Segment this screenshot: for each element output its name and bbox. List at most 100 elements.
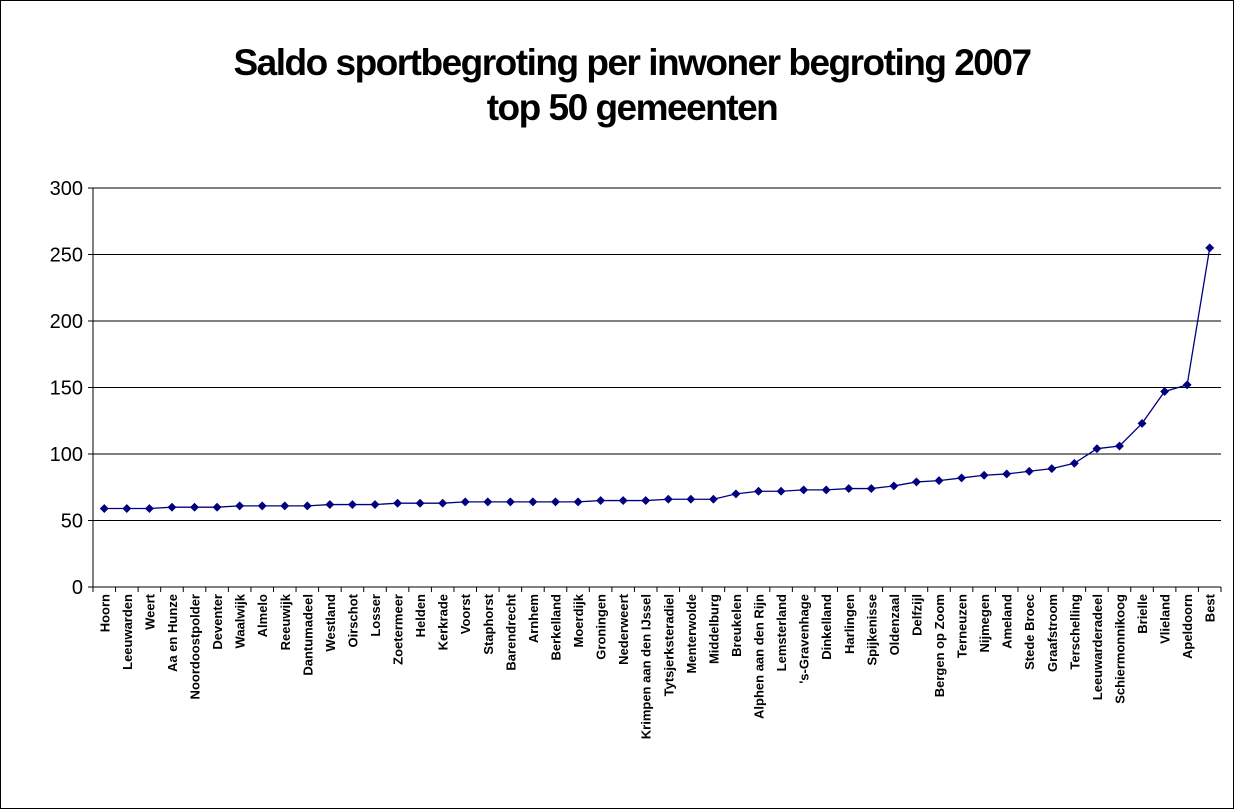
y-tick-label: 250 xyxy=(50,245,83,267)
data-point xyxy=(347,499,357,510)
x-tick-label: Moerdijk xyxy=(571,593,586,647)
x-tick-label: Menterwolde xyxy=(684,594,699,673)
y-tick-label: 300 xyxy=(50,178,83,200)
data-point xyxy=(1160,386,1170,397)
x-tick-label: Reeuwijk xyxy=(278,593,293,650)
data-point xyxy=(167,502,177,512)
x-tick-label: Bergen op Zoom xyxy=(932,594,947,697)
data-point xyxy=(821,485,831,495)
data-point xyxy=(618,495,628,506)
data-point xyxy=(641,495,651,506)
x-tick-label: Vlieland xyxy=(1158,594,1173,644)
x-tick-label: Aa en Hunze xyxy=(165,594,180,672)
chart-title: Saldo sportbegroting per inwoner begroti… xyxy=(233,42,1030,83)
x-tick-label: 's-Gravenhage xyxy=(797,594,812,684)
data-point xyxy=(1047,464,1057,474)
data-point xyxy=(889,481,899,491)
x-tick-label: Arnhem xyxy=(526,594,541,643)
data-point xyxy=(528,497,538,507)
data-point xyxy=(596,495,606,506)
data-point xyxy=(776,486,786,496)
data-point xyxy=(866,484,876,494)
x-tick-label: Graafstroom xyxy=(1045,594,1060,672)
x-tick-label: Almelo xyxy=(255,594,270,637)
data-point xyxy=(370,499,380,510)
data-point xyxy=(1069,458,1079,468)
y-tick-label: 0 xyxy=(72,577,83,599)
data-point xyxy=(573,497,583,507)
x-tick-label: Kerkrade xyxy=(436,594,451,650)
x-tick-label: Terschelling xyxy=(1067,594,1082,670)
x-tick-label: Delfzijl xyxy=(909,594,924,636)
x-tick-label: Oirschot xyxy=(345,593,360,647)
data-point xyxy=(686,494,696,504)
x-tick-label: Westland xyxy=(323,594,338,652)
x-tick-label: Krimpen aan den IJssel xyxy=(639,594,654,739)
x-tick-label: Spijkenisse xyxy=(864,594,879,666)
data-point xyxy=(280,501,290,511)
data-series xyxy=(99,243,1215,514)
data-point xyxy=(799,485,809,495)
data-point xyxy=(505,497,515,507)
data-point xyxy=(550,497,561,507)
data-point xyxy=(393,498,403,508)
x-tick-label: Nijmegen xyxy=(977,594,992,653)
x-tick-label: Alphen aan den Rijn xyxy=(752,594,767,719)
x-tick-label: Staphorst xyxy=(481,593,496,654)
x-tick-label: Nederweert xyxy=(616,593,631,664)
data-point xyxy=(1137,418,1147,428)
data-point xyxy=(257,501,267,511)
data-point xyxy=(415,498,425,508)
axes xyxy=(88,187,1222,592)
x-tick-label: Breukelen xyxy=(729,594,744,657)
data-point xyxy=(1182,380,1192,390)
x-tick-label: Losser xyxy=(368,594,383,637)
x-tick-label: Zoetermeer xyxy=(391,594,406,665)
data-point xyxy=(979,470,989,480)
data-point xyxy=(731,489,741,499)
x-tick-label: Noordoostpolder xyxy=(188,594,203,699)
x-tick-label: Harlingen xyxy=(842,594,857,654)
y-axis-tick-labels: 0 50 100 150 200 250 300 xyxy=(50,178,83,599)
x-tick-label: Leeuwarderadeel xyxy=(1090,594,1105,700)
x-tick-label: Middelburg xyxy=(706,594,721,664)
y-tick-label: 200 xyxy=(50,311,83,333)
x-tick-label: Hoorn xyxy=(97,594,112,632)
data-point xyxy=(235,501,245,511)
x-tick-label: Brielle xyxy=(1135,594,1150,634)
x-tick-label: Berkelland xyxy=(548,594,563,661)
x-tick-label: Voorst xyxy=(458,593,473,634)
data-point xyxy=(189,502,200,512)
data-point xyxy=(460,497,470,507)
data-point xyxy=(708,494,718,504)
x-tick-label: Ameland xyxy=(1000,594,1015,649)
data-point xyxy=(325,499,335,510)
data-point xyxy=(1002,469,1012,479)
x-tick-label: Terneuzen xyxy=(955,594,970,658)
x-tick-label: Stede Broec xyxy=(1022,594,1037,670)
y-tick-label: 150 xyxy=(50,378,83,400)
data-point xyxy=(911,477,921,487)
x-tick-label: Best xyxy=(1203,593,1218,622)
data-point xyxy=(663,494,673,504)
x-tick-label: Weert xyxy=(142,593,157,630)
y-tick-label: 100 xyxy=(50,444,83,466)
x-tick-label: Lemsterland xyxy=(774,594,789,671)
x-tick-label: Oldenzaal xyxy=(887,594,902,655)
x-tick-label: Helden xyxy=(413,594,428,637)
data-point xyxy=(844,484,854,494)
x-tick-label: Schiermonnikoog xyxy=(1112,594,1127,704)
x-tick-label: Waalwijk xyxy=(233,593,248,648)
data-point xyxy=(302,501,312,511)
data-point xyxy=(483,497,493,507)
x-tick-label: Dinkelland xyxy=(819,594,834,660)
data-point xyxy=(1024,466,1034,476)
data-point xyxy=(99,503,109,514)
x-tick-label: Dantumadeel xyxy=(300,594,315,676)
chart-subtitle: top 50 gemeenten xyxy=(487,87,778,128)
x-tick-label: Groningen xyxy=(594,594,609,660)
x-tick-label: Tytsjerksteradiel xyxy=(661,594,676,696)
data-point xyxy=(212,502,222,512)
